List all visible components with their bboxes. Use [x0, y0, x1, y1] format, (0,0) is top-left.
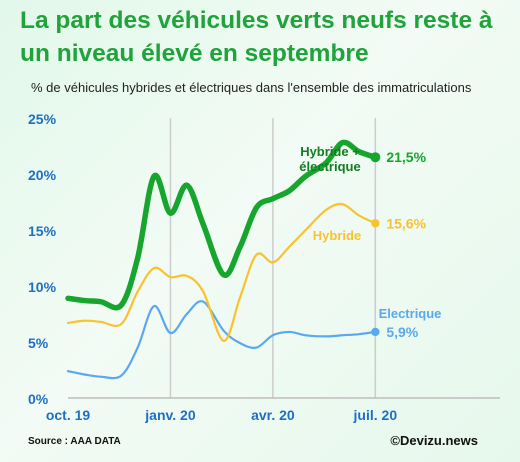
series-end-point-hybride	[371, 219, 380, 228]
y-tick-label: 20%	[28, 167, 57, 183]
series-line-hybride	[66, 202, 377, 342]
source-note: Source : AAA DATA	[28, 436, 121, 447]
chart-title: La part des véhicules verts neufs reste …	[20, 7, 493, 67]
x-tick-label: janv. 20	[144, 407, 196, 423]
y-tick-label: 0%	[28, 391, 49, 407]
series-label-hybride-electrique: électrique	[299, 159, 360, 174]
series-line-hybride-electrique	[65, 139, 379, 311]
series-end-label-electrique: 5,9%	[386, 324, 418, 340]
chart-subtitle: % de véhicules hybrides et électriques d…	[31, 80, 472, 95]
x-tick-label: avr. 20	[251, 407, 295, 423]
y-tick-label: 10%	[28, 279, 57, 295]
y-tick-label: 15%	[28, 223, 57, 239]
series-line-electrique	[66, 300, 377, 380]
series-end-label-hybride-electrique: 21,5%	[386, 149, 426, 165]
y-tick-label: 25%	[28, 111, 57, 127]
series-label-electrique: Electrique	[379, 306, 442, 321]
series-label-hybride: Hybride	[313, 228, 361, 243]
y-tick-label: 5%	[28, 335, 49, 351]
series-label-hybride-electrique: Hybride +	[300, 144, 360, 159]
series-end-point-hybride-electrique	[370, 152, 381, 163]
x-tick-label: oct. 19	[46, 407, 91, 423]
series-end-point-electrique	[371, 327, 380, 337]
x-tick-label: juil. 20	[353, 407, 398, 423]
series-end-label-hybride: 15,6%	[386, 215, 426, 231]
credit-watermark: ©Devizu.news	[390, 433, 478, 448]
